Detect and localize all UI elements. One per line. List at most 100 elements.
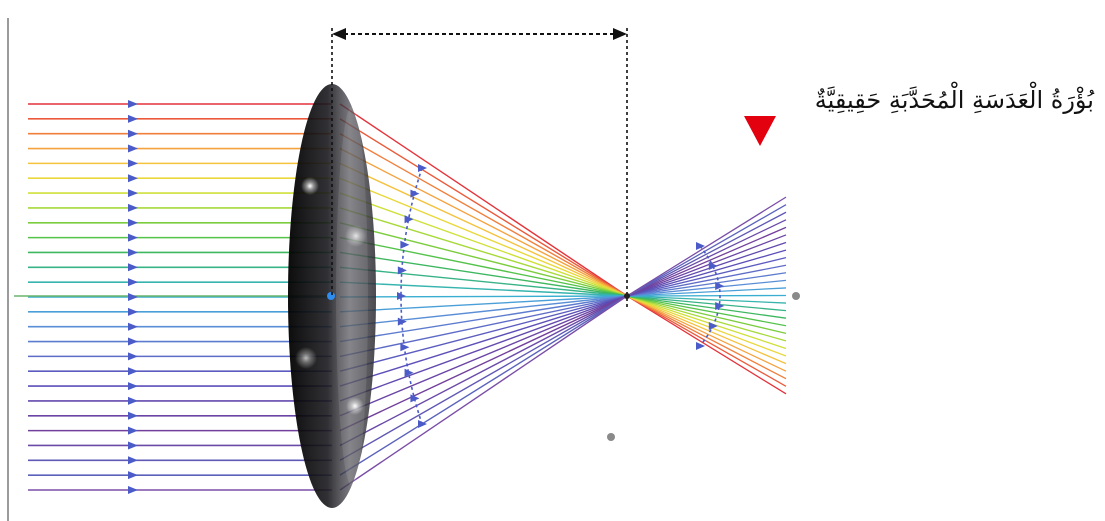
diverging-ray [626,257,787,297]
ray-arrow [128,114,138,123]
ray-arrow [128,278,138,287]
diverging-ray [626,272,787,297]
axis-point-below [607,433,615,441]
wavefront-arrow [418,420,427,428]
diverging-ray [626,295,787,395]
lens-center-point [327,292,335,300]
axis-point-right [792,292,800,300]
diverging-ray [626,295,787,387]
wavefront-arrow [696,342,705,350]
diverging-ray [626,279,787,297]
converging-ray [339,295,628,461]
ray-arrow [128,203,138,212]
diverging-ray [626,295,787,319]
red-triangle-marker [744,116,776,146]
caption-text: بُؤْرَةُ الْعَدَسَةِ الْمُحَدَّبَةِ حَقِ… [814,86,1094,114]
diverging-ray [626,295,787,327]
converging-ray [339,295,628,402]
ray-arrow [128,100,138,108]
converging-ray [339,295,628,432]
diverging-ray [626,234,787,297]
wavefront-arrow [696,242,705,250]
converging-ray [339,162,628,297]
converging-ray [339,133,628,297]
converging-ray [339,295,628,491]
ray-arrow [128,352,138,361]
ray-arrow [128,307,138,316]
wavefront-arrow [397,266,407,275]
converging-ray [339,295,628,358]
focal-length-dimension [331,28,628,308]
wavefront-arrow [418,164,427,172]
wavefront-arrow [397,292,406,300]
converging-ray [339,192,628,297]
converging-ray [339,295,628,343]
diverging-ray [626,249,787,297]
ray-arrow [128,248,138,257]
diverging-ray [626,287,787,297]
ray-arrow [128,293,138,301]
ray-arrow [128,159,138,168]
ray-arrow [128,367,138,376]
focal-point [624,293,630,299]
converging-ray [339,147,628,297]
diverging-wavefront [699,245,721,347]
ray-arrow [128,129,138,138]
ray-arrow [128,189,138,198]
ray-arrow [128,396,138,405]
dimension-arrowhead-left [332,28,346,40]
converging-ray [339,177,628,297]
ray-arrow [128,426,138,435]
light-rays [28,103,787,491]
diverging-ray [626,294,787,297]
caption: بُؤْرَةُ الْعَدَسَةِ الْمُحَدَّبَةِ حَقِ… [742,78,1102,158]
converging-ray [339,295,628,387]
diverging-ray [626,295,787,304]
lens-highlight [336,106,368,486]
wavefront-arrow [708,262,718,270]
ray-arrow [128,218,138,227]
ray-arrow [128,456,138,465]
diverging-ray [626,211,787,297]
wavefront-arrow [410,394,420,403]
incoming-ray-arrows [128,100,138,494]
ray-arrow [128,382,138,391]
converging-ray [339,295,628,372]
ray-arrow [128,322,138,331]
ray-arrow [128,471,138,480]
converging-ray [339,295,628,298]
converging-ray [339,222,628,297]
lens-sparkle [301,177,319,195]
wavefront-arrow [410,189,420,198]
diverging-ray [626,295,787,334]
converging-ray [339,266,628,297]
converging-ray [339,118,628,297]
wavefront-arcs [397,164,725,428]
diverging-ray [626,226,787,297]
wavefront-arrow [404,215,414,224]
lens-sparkle [295,347,317,369]
wavefront-arrow [715,302,725,310]
diverging-ray [626,295,787,350]
ray-arrow [128,233,138,242]
lens-sparkle [346,397,364,415]
converging-ray [339,295,628,447]
wavefront-arrow [708,322,718,330]
converging-ray [339,103,628,297]
wavefront-arrow [404,368,414,377]
ray-arrow [128,337,138,346]
wavefront-arrow [400,343,410,352]
diverging-ray [626,241,787,297]
lens-sparkle [345,225,367,247]
diverging-ray [626,204,787,297]
ray-arrow [128,174,138,183]
wavefront-arrow [397,317,407,326]
wavefront-arrow [400,240,410,249]
diverging-ray [626,295,787,365]
diverging-ray [626,219,787,297]
wavefront-arrow [715,282,725,290]
converging-ray [339,295,628,476]
ray-arrow [128,486,138,494]
converging-ray [339,207,628,297]
